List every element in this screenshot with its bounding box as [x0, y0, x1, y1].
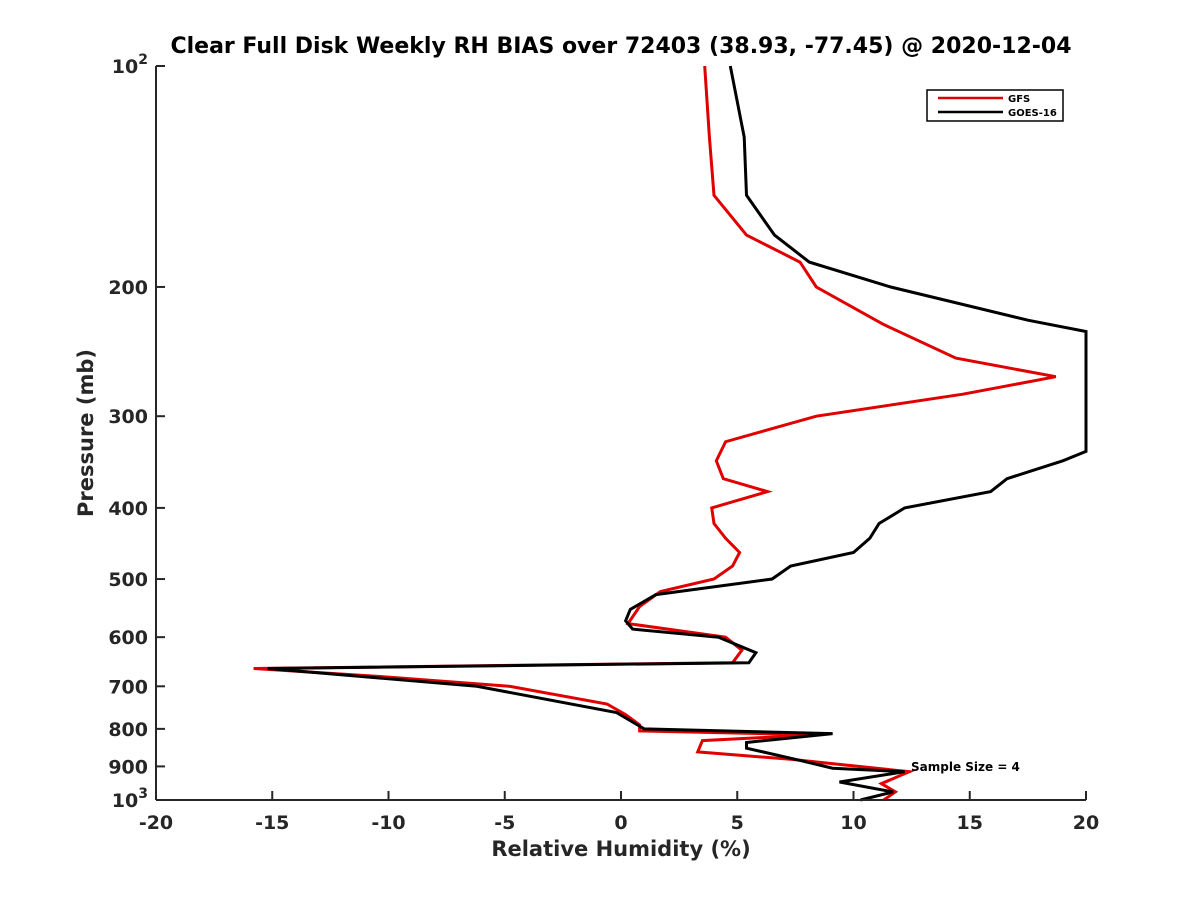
series-line-gfs	[253, 65, 1057, 802]
x-tick-label: 10	[840, 812, 866, 834]
series-line-goes-16	[267, 65, 1088, 802]
y-tick-exponent: 3	[138, 786, 148, 802]
x-tick-label: -15	[255, 812, 289, 834]
legend-box	[926, 89, 1064, 122]
x-tick-label: -10	[371, 812, 405, 834]
sample-size-annotation: Sample Size = 4	[911, 760, 1020, 774]
y-tick-base: 10	[112, 790, 138, 812]
legend-label: GFS	[1008, 94, 1030, 105]
x-tick-label: 5	[731, 812, 744, 834]
legend: GFS GOES-16	[926, 89, 1064, 122]
y-tick-label: 103	[112, 786, 148, 812]
y-tick-base: 10	[112, 56, 138, 78]
y-tick-label: 102	[112, 52, 148, 78]
x-axis-label: Relative Humidity (%)	[491, 837, 750, 861]
y-tick-label: 800	[108, 719, 148, 741]
x-ticks: -20 -15 -10 -5 0 5 10 15 20	[139, 791, 1099, 834]
y-tick-label: 700	[108, 676, 148, 698]
y-tick-exponent: 2	[138, 52, 148, 68]
x-tick-label: 20	[1073, 812, 1099, 834]
chart-title: Clear Full Disk Weekly RH BIAS over 7240…	[170, 34, 1071, 59]
legend-label: GOES-16	[1008, 108, 1057, 119]
plot-series-layer	[253, 65, 1088, 802]
x-tick-label: -20	[139, 812, 173, 834]
y-tick-label: 400	[108, 498, 148, 520]
y-tick-label: 200	[108, 277, 148, 299]
x-tick-label: 0	[614, 812, 627, 834]
x-tick-label: -5	[494, 812, 515, 834]
y-axis-label: Pressure (mb)	[74, 349, 98, 517]
y-tick-label: 600	[108, 627, 148, 649]
y-tick-label: 900	[108, 756, 148, 778]
y-tick-label: 300	[108, 406, 148, 428]
x-tick-label: 15	[957, 812, 983, 834]
y-tick-label: 500	[108, 569, 148, 591]
